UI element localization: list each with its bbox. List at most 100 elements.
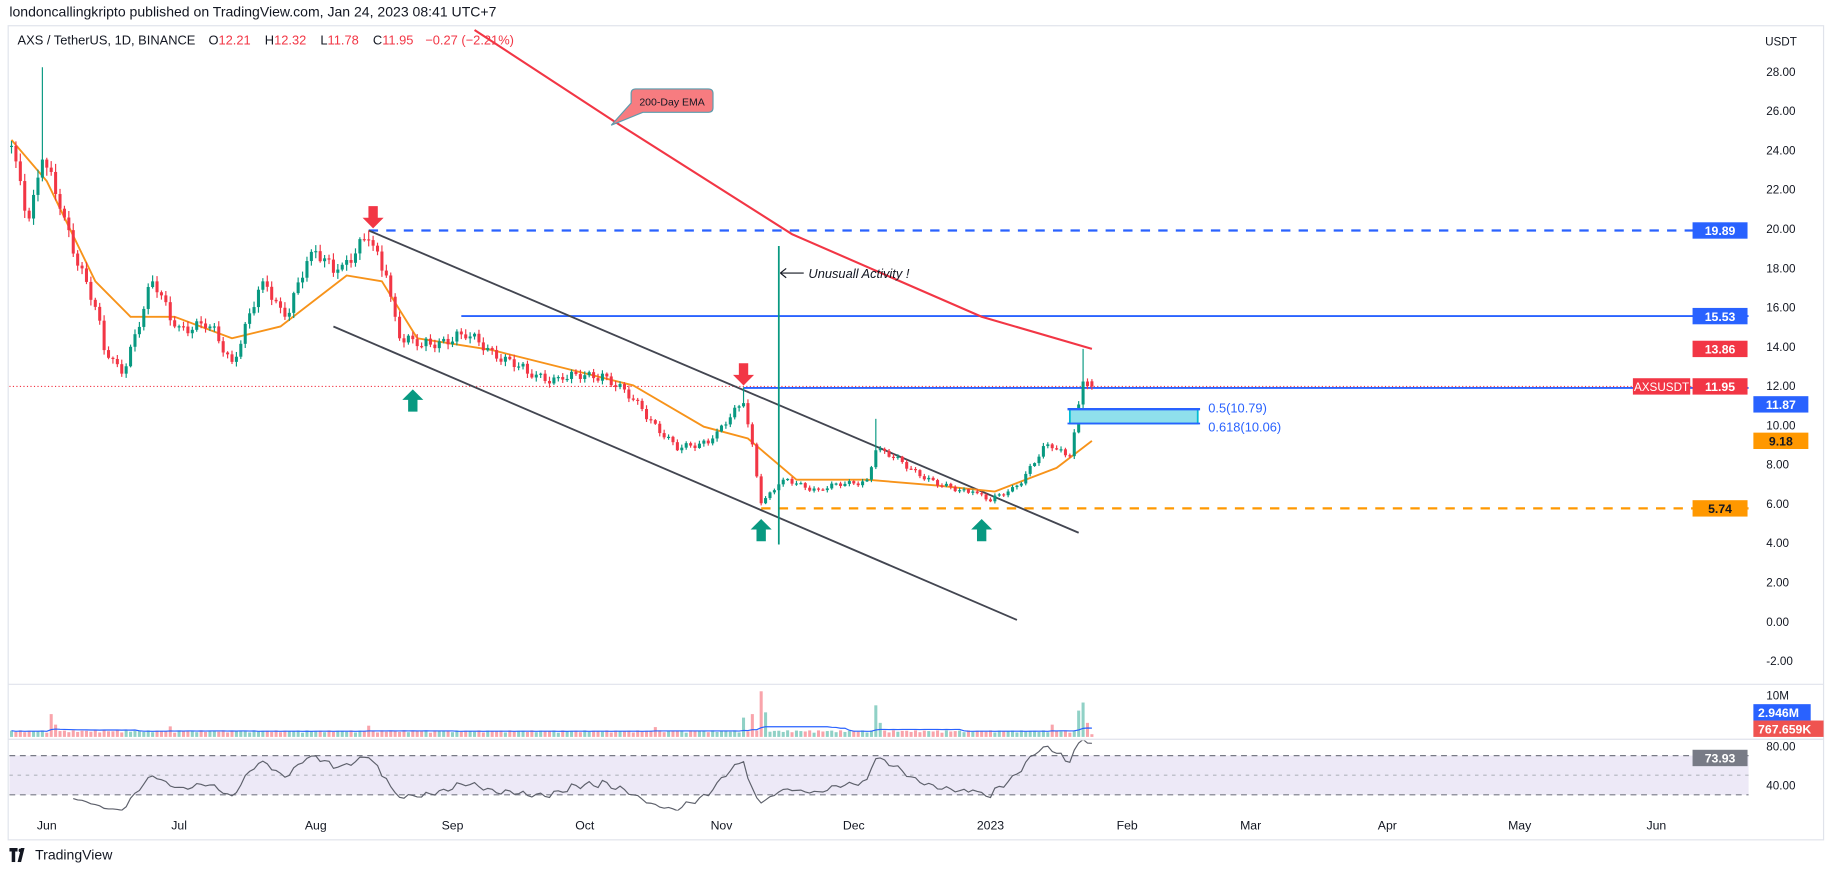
- price-tick-label: 28.00: [1766, 66, 1796, 79]
- volume-bar: [1085, 722, 1090, 737]
- candle-body: [724, 424, 728, 426]
- candle: [874, 418, 878, 470]
- price-tick-label: 10.00: [1766, 419, 1796, 432]
- candle: [583, 371, 587, 383]
- volume-bar: [1081, 702, 1085, 737]
- price-axis-tag: 9.18: [1753, 432, 1809, 450]
- candle-body: [252, 307, 256, 314]
- volume-bar: [949, 731, 953, 737]
- candle-body: [93, 299, 97, 307]
- candle: [415, 334, 419, 351]
- candle: [477, 329, 481, 347]
- candle: [32, 189, 36, 225]
- candle-body: [764, 498, 768, 504]
- candle: [208, 324, 212, 332]
- tradingview-footer[interactable]: TradingView: [9, 847, 112, 863]
- candle: [702, 439, 706, 447]
- volume-bar: [640, 731, 644, 737]
- candle: [958, 487, 962, 494]
- symbol-name[interactable]: AXS / TetherUS, 1D, BINANCE: [17, 33, 196, 48]
- candle-body: [622, 384, 626, 390]
- candle: [380, 245, 384, 277]
- candle-body: [512, 359, 516, 368]
- candle-body: [195, 321, 199, 330]
- volume-bar: [913, 730, 918, 737]
- candle: [40, 67, 44, 182]
- volume-bar: [821, 731, 825, 737]
- volume-bar: [742, 717, 746, 737]
- volume-bar: [1068, 732, 1072, 737]
- candle: [305, 256, 309, 282]
- volume-bar: [314, 731, 318, 737]
- fib-label-bottom: 0.618(10.06): [1208, 420, 1281, 435]
- candle: [107, 346, 111, 360]
- candle-body: [737, 406, 741, 408]
- volume-bar: [1028, 730, 1032, 737]
- candle: [680, 444, 684, 454]
- candle: [653, 419, 657, 425]
- candle: [719, 424, 724, 433]
- candle-body: [1072, 432, 1076, 457]
- candle-body: [177, 326, 181, 328]
- candle: [437, 338, 441, 353]
- candle-body: [14, 145, 18, 162]
- volume-bar: [89, 731, 93, 737]
- candle: [609, 372, 613, 388]
- candle: [521, 361, 525, 370]
- candle: [155, 276, 159, 298]
- price-tick-label: 14.00: [1766, 341, 1796, 354]
- candle: [600, 370, 604, 385]
- volume-bar: [442, 731, 446, 737]
- candle: [362, 233, 366, 242]
- price-tag-value: 5.74: [1708, 502, 1732, 516]
- candle-body: [389, 275, 393, 297]
- volume-bar: [600, 731, 604, 737]
- candle-body: [168, 302, 172, 321]
- candle-body: [137, 326, 141, 335]
- volume-bar: [565, 731, 569, 737]
- volume-bar: [204, 731, 208, 737]
- candle-body: [1002, 494, 1006, 496]
- candle: [728, 413, 732, 428]
- candle: [790, 476, 794, 486]
- candle: [1006, 489, 1010, 498]
- candle: [393, 293, 397, 322]
- main-pane: Unusuall Activity ! 0.5(10.79) 0.618(10.06…: [9, 29, 1749, 621]
- candle-body: [124, 366, 128, 374]
- candle-body: [433, 344, 437, 349]
- candle-body: [486, 347, 490, 351]
- candle-body: [680, 447, 684, 451]
- candle: [662, 429, 666, 440]
- candle-body: [808, 487, 812, 491]
- volume-bar: [384, 731, 388, 737]
- candle: [486, 344, 490, 352]
- candle: [345, 255, 349, 271]
- price-tag-bg: [1692, 307, 1748, 325]
- candle-body: [287, 312, 291, 317]
- candle-body: [913, 469, 918, 471]
- volume-bar: [398, 731, 402, 737]
- candle: [318, 244, 322, 263]
- volume-bar: [887, 732, 891, 737]
- candle: [1028, 463, 1032, 477]
- candle: [261, 278, 265, 293]
- candle: [420, 342, 424, 349]
- candle: [349, 253, 353, 268]
- candle: [834, 482, 838, 486]
- price-tag-value: 15.53: [1705, 310, 1736, 324]
- volume-bar: [680, 730, 684, 737]
- tradingview-logo-icon: [9, 848, 25, 863]
- candle-body: [631, 398, 635, 400]
- volume-bar: [759, 691, 763, 737]
- candle-body: [481, 342, 485, 351]
- arrow-left-icon: [779, 267, 804, 279]
- price-tick-label: 22.00: [1766, 184, 1796, 197]
- volume-bar: [711, 730, 715, 737]
- volume-bar: [1090, 734, 1094, 737]
- candle-body: [896, 456, 900, 458]
- ema-callout-text: 200-Day EMA: [639, 96, 704, 108]
- volume-bar: [256, 731, 260, 737]
- candle-body: [790, 478, 794, 484]
- candle: [984, 493, 988, 502]
